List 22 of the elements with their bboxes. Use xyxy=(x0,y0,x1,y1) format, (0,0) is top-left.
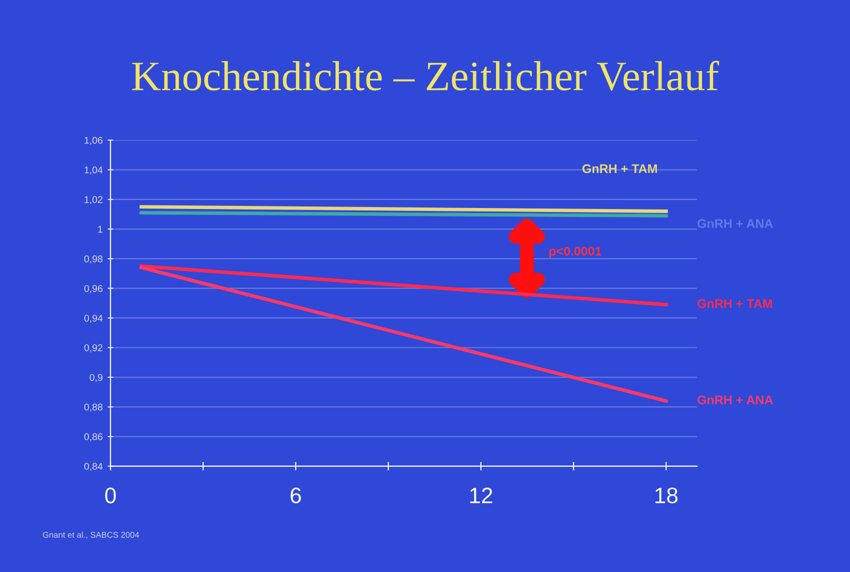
text: GnRH + TAM xyxy=(698,299,772,308)
y-tick-label: 0,84 xyxy=(84,462,103,471)
y-tick-label: 1,04 xyxy=(84,166,103,175)
text: GnRH + TAM xyxy=(582,164,657,174)
y-tick-label: 1 xyxy=(98,226,102,233)
y-tick-label: 0,86 xyxy=(84,433,102,442)
y-tick-label: 0,96 xyxy=(84,285,102,294)
chart-title: Knochendichte – Zeitlicher Verlauf xyxy=(132,60,720,91)
x-tick-label: 6 xyxy=(290,488,301,504)
y-tick-label: 0,98 xyxy=(84,255,102,264)
y-tick-label: 1,06 xyxy=(84,136,102,145)
annotation: p<0.0001 xyxy=(549,246,602,258)
text: GnRH + ANA xyxy=(698,395,773,404)
y-tick-label: 0,9 xyxy=(90,374,102,382)
y-tick-label: 0,92 xyxy=(84,344,102,352)
x-tick-label: 0 xyxy=(105,488,116,504)
y-tick-label: 0,94 xyxy=(84,314,103,323)
y-tick-label: 0,88 xyxy=(84,404,102,412)
x-tick-label: 18 xyxy=(655,488,678,504)
x-tick-label: 12 xyxy=(470,488,492,504)
text: Gnant et al., SABCS 2004 xyxy=(42,532,140,539)
y-tick-label: 1,02 xyxy=(84,196,102,204)
